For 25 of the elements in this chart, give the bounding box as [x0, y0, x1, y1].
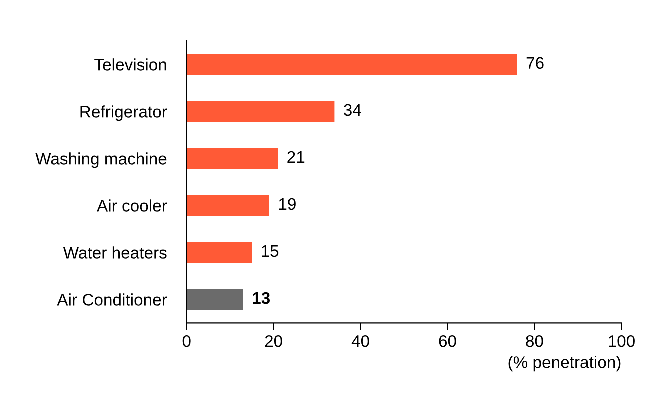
x-tick-label: 60 [439, 335, 456, 348]
data-label: 15 [262, 246, 279, 258]
bar [186, 54, 518, 76]
y-tick-label: Refrigerator [80, 106, 168, 122]
x-tick-label: 40 [352, 335, 370, 348]
bar [186, 101, 335, 122]
x-tick-label: 80 [526, 335, 544, 348]
data-label: 13 [253, 292, 270, 304]
y-tick-label: Water heaters [63, 246, 167, 259]
y-tick-label: Washing machine [36, 152, 167, 168]
x-tick-label: 20 [265, 335, 282, 348]
data-label: 21 [288, 151, 305, 163]
bar [186, 195, 270, 216]
x-tick-label: 100 [609, 335, 635, 348]
bar [186, 242, 252, 264]
bar [186, 148, 278, 170]
data-label: 34 [344, 104, 362, 116]
data-label: 76 [526, 57, 544, 70]
bar [186, 289, 244, 310]
y-tick-label: Air cooler [97, 200, 168, 212]
data-label: 19 [279, 198, 296, 210]
x-axis-title: (% penetration) [508, 356, 621, 372]
y-tick-label: Television [94, 58, 166, 71]
y-tick-label: Air Conditioner [57, 294, 168, 306]
x-tick-label: 0 [182, 335, 191, 348]
